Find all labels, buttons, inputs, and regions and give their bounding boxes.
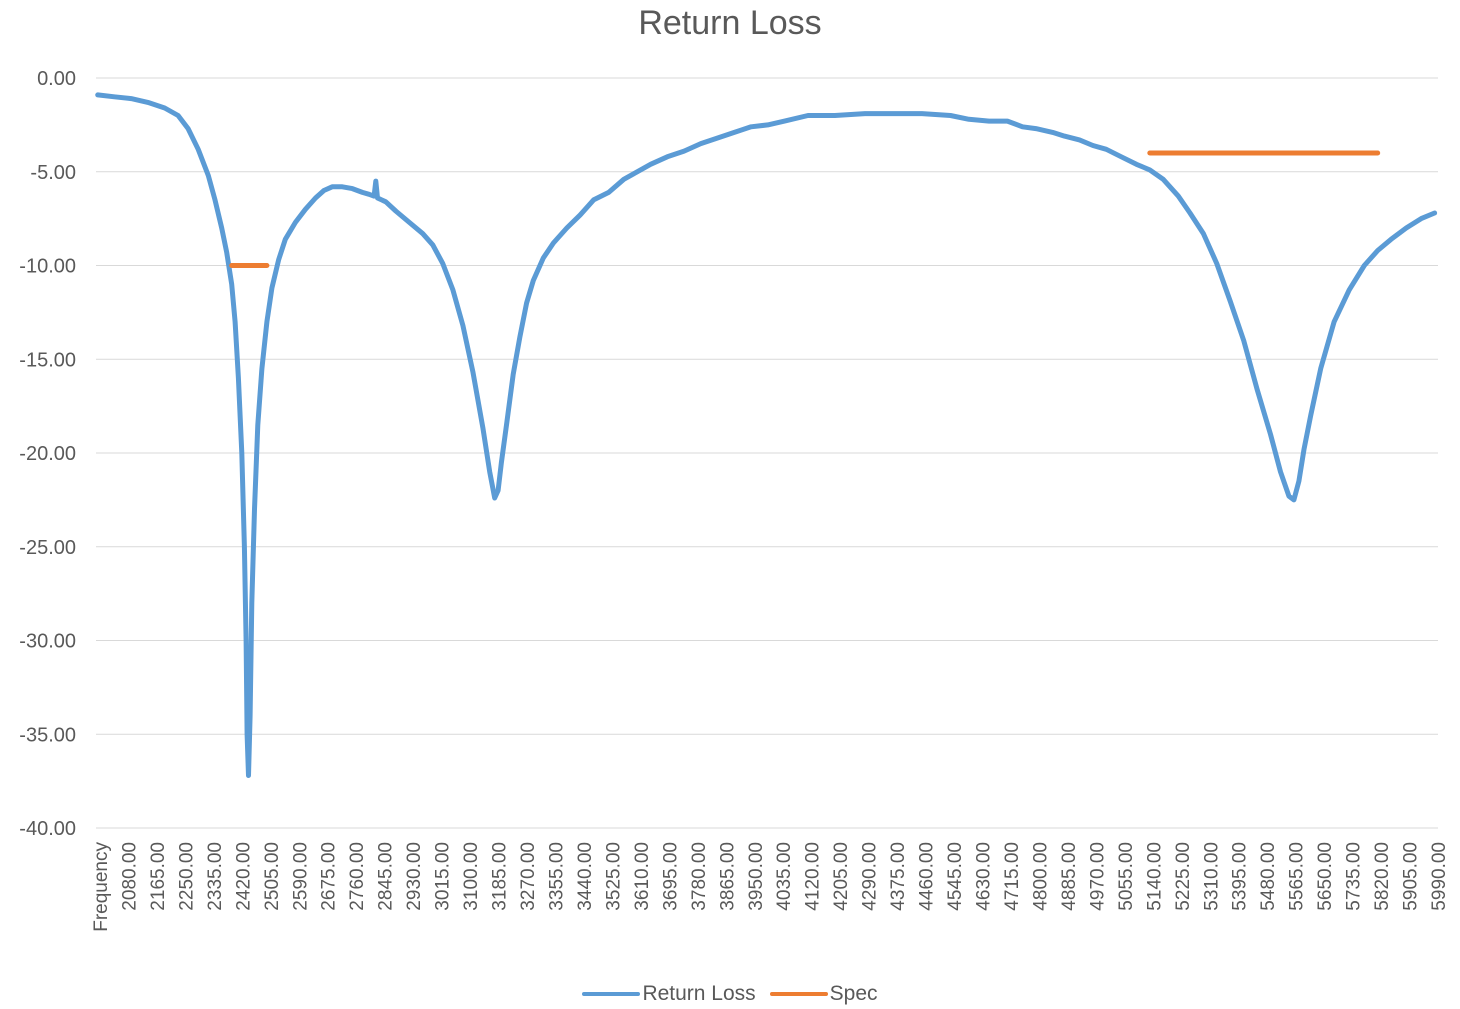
grid-lines xyxy=(96,77,1438,829)
x-tick-label: 3185.00 xyxy=(490,842,511,911)
y-tick-label: -30.00 xyxy=(19,631,76,653)
x-tick-label: 4205.00 xyxy=(831,842,852,911)
series-line-return-loss xyxy=(95,92,1438,778)
x-tick-label: 5820.00 xyxy=(1372,842,1393,911)
x-tick-label: 5480.00 xyxy=(1258,842,1279,911)
y-axis-ticks: 0.00 -5.00 -10.00 -15.00 -20.00 -25.00 -30.00 -… xyxy=(19,68,76,840)
x-tick-label: 4885.00 xyxy=(1059,842,1080,911)
legend-item-spec: Spec xyxy=(769,982,878,1006)
x-tick-label: 4460.00 xyxy=(917,842,938,911)
x-tick-label: 2930.00 xyxy=(404,842,425,911)
x-tick-label: 5650.00 xyxy=(1315,842,1336,911)
y-tick-label: -5.00 xyxy=(30,162,76,184)
y-tick-label: -40.00 xyxy=(19,818,76,840)
x-tick-label: 4970.00 xyxy=(1087,842,1108,911)
legend: Return Loss Spec xyxy=(0,982,1460,1006)
x-tick-label: 2505.00 xyxy=(262,842,283,911)
x-tick-label: 2250.00 xyxy=(176,842,197,911)
x-tick-label: 3695.00 xyxy=(660,842,681,911)
x-tick-label: 3950.00 xyxy=(746,842,767,911)
x-tick-label: 5055.00 xyxy=(1116,842,1137,911)
series-layer xyxy=(95,92,1438,778)
x-axis-ticks: Frequency 2080.00 2165.00 2250.00 2335.00 242… xyxy=(91,842,1450,932)
x-tick-label: 2845.00 xyxy=(376,842,397,911)
chart-title: Return Loss xyxy=(638,4,822,42)
x-tick-label: 2420.00 xyxy=(233,842,254,911)
x-tick-label: 4715.00 xyxy=(1002,842,1023,911)
y-tick-label: -25.00 xyxy=(19,537,76,559)
x-tick-label: 5565.00 xyxy=(1287,842,1308,911)
y-tick-label: 0.00 xyxy=(37,68,76,90)
x-tick-label: 2080.00 xyxy=(119,842,140,911)
x-axis-label: Frequency xyxy=(91,842,112,932)
x-tick-label: 4290.00 xyxy=(860,842,881,911)
chart-plot-area: 0.00 -5.00 -10.00 -15.00 -20.00 -25.00 -30.00 -… xyxy=(19,68,1450,932)
x-tick-label: 2760.00 xyxy=(347,842,368,911)
x-tick-label: 4800.00 xyxy=(1030,842,1051,911)
legend-item-return-loss: Return Loss xyxy=(582,982,756,1006)
legend-swatch-spec xyxy=(769,992,828,996)
x-tick-label: 2590.00 xyxy=(290,842,311,911)
x-tick-label: 2165.00 xyxy=(148,842,169,911)
legend-label-return-loss: Return Loss xyxy=(642,982,756,1005)
x-tick-label: 3440.00 xyxy=(575,842,596,911)
x-tick-label: 5140.00 xyxy=(1144,842,1165,911)
x-tick-label: 3100.00 xyxy=(461,842,482,911)
x-tick-label: 4120.00 xyxy=(803,842,824,911)
x-tick-label: 3270.00 xyxy=(518,842,539,911)
x-tick-label: 5905.00 xyxy=(1401,842,1422,911)
x-tick-label: 3525.00 xyxy=(603,842,624,911)
x-tick-label: 5735.00 xyxy=(1344,842,1365,911)
x-tick-label: 3780.00 xyxy=(689,842,710,911)
x-tick-label: 3610.00 xyxy=(632,842,653,911)
x-tick-label: 3355.00 xyxy=(546,842,567,911)
x-tick-label: 4545.00 xyxy=(945,842,966,911)
y-tick-label: -20.00 xyxy=(19,443,76,465)
x-tick-label: 4035.00 xyxy=(774,842,795,911)
x-tick-label: 5225.00 xyxy=(1173,842,1194,911)
x-tick-label: 3015.00 xyxy=(433,842,454,911)
x-tick-label: 5990.00 xyxy=(1429,842,1450,911)
x-tick-label: 3865.00 xyxy=(717,842,738,911)
x-tick-label: 4375.00 xyxy=(888,842,909,911)
legend-label-spec: Spec xyxy=(829,982,878,1005)
y-tick-label: -10.00 xyxy=(19,256,76,278)
x-tick-label: 5395.00 xyxy=(1230,842,1251,911)
legend-swatch-return-loss xyxy=(582,992,641,996)
x-tick-label: 2675.00 xyxy=(319,842,340,911)
y-tick-label: -15.00 xyxy=(19,349,76,371)
x-tick-label: 2335.00 xyxy=(205,842,226,911)
y-tick-label: -35.00 xyxy=(19,724,76,746)
x-tick-label: 4630.00 xyxy=(974,842,995,911)
x-tick-label: 5310.00 xyxy=(1201,842,1222,911)
